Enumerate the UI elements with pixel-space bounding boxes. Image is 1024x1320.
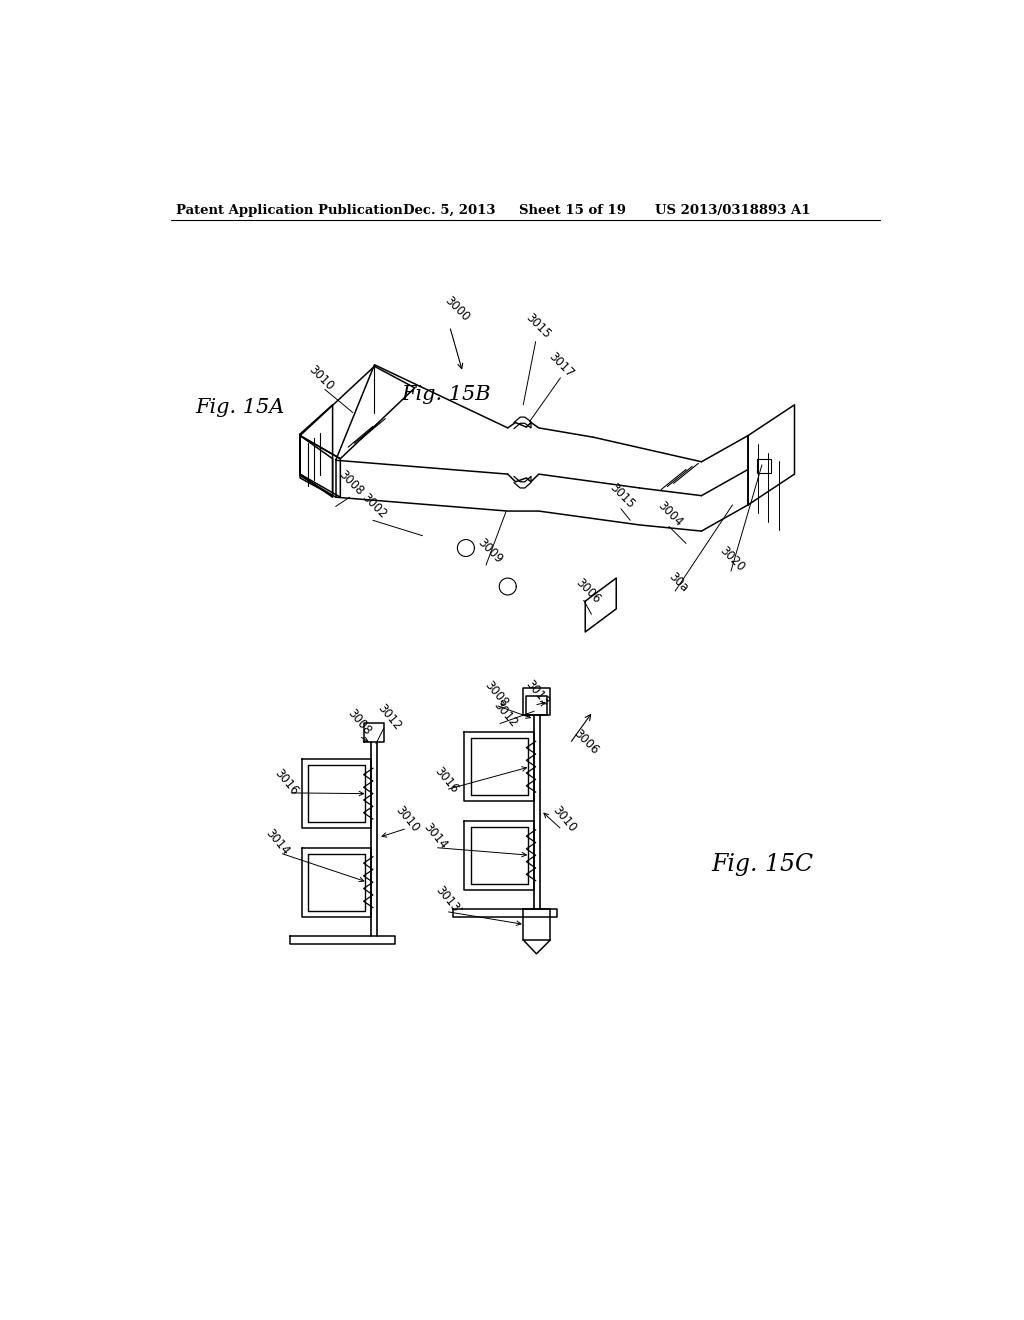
Text: 3016: 3016 xyxy=(272,767,301,797)
Text: 3006: 3006 xyxy=(571,727,601,758)
Text: 3012: 3012 xyxy=(375,702,403,733)
Text: 3008: 3008 xyxy=(481,678,510,710)
Text: 3013: 3013 xyxy=(523,677,552,709)
Text: 3020: 3020 xyxy=(717,544,748,574)
Text: Fig. 15C: Fig. 15C xyxy=(712,853,813,876)
Text: 3006: 3006 xyxy=(572,576,603,606)
Text: 3014: 3014 xyxy=(421,821,450,851)
Text: 3015: 3015 xyxy=(607,480,637,511)
Text: 3013': 3013' xyxy=(433,884,465,917)
Text: 3009: 3009 xyxy=(475,536,505,566)
Text: Patent Application Publication: Patent Application Publication xyxy=(176,205,402,218)
Text: 3014: 3014 xyxy=(263,826,292,858)
Text: 3008: 3008 xyxy=(345,706,374,738)
Text: Sheet 15 of 19: Sheet 15 of 19 xyxy=(519,205,627,218)
Text: Dec. 5, 2013: Dec. 5, 2013 xyxy=(403,205,496,218)
Text: Fig. 15A: Fig. 15A xyxy=(196,397,285,417)
Text: 3015: 3015 xyxy=(523,312,553,342)
Text: US 2013/0318893 A1: US 2013/0318893 A1 xyxy=(655,205,811,218)
Text: 3010: 3010 xyxy=(550,804,579,834)
Text: Fig. 15B: Fig. 15B xyxy=(401,384,492,404)
Text: 3012: 3012 xyxy=(490,698,520,730)
Text: 3002: 3002 xyxy=(359,491,389,521)
Text: 3010: 3010 xyxy=(393,804,422,834)
Text: 3000: 3000 xyxy=(442,293,472,323)
Text: 3008: 3008 xyxy=(336,469,366,499)
Text: 30a: 30a xyxy=(666,569,690,594)
Text: 3016: 3016 xyxy=(432,766,461,796)
Text: 3017: 3017 xyxy=(547,350,577,380)
Text: 3010: 3010 xyxy=(306,363,337,393)
Text: 3004: 3004 xyxy=(655,499,685,529)
